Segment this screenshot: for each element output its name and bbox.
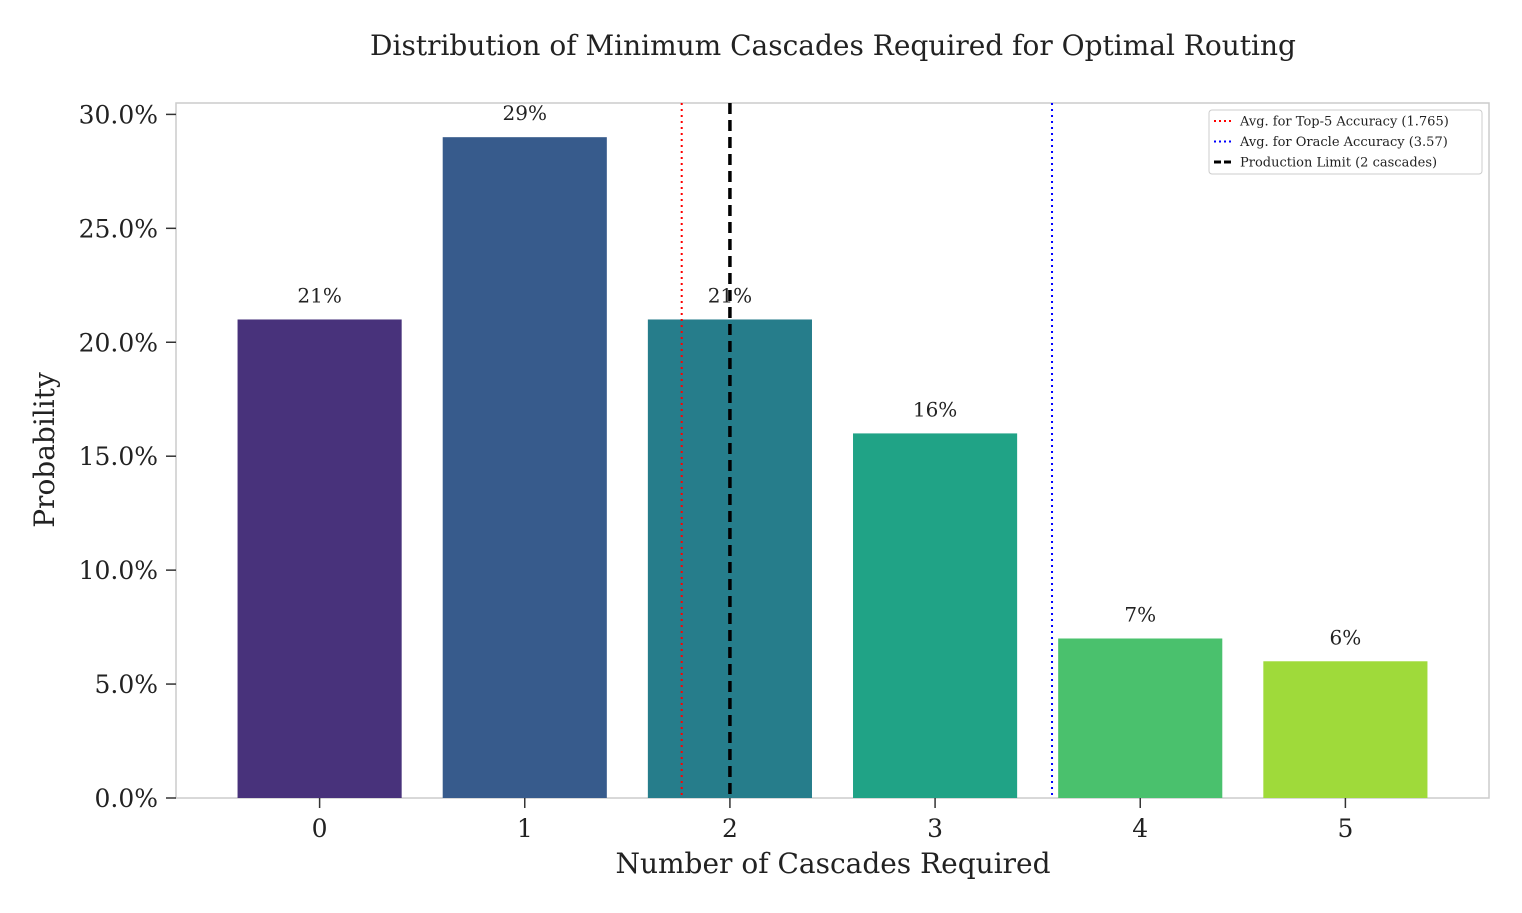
y-tick-label-1: 5.0% bbox=[94, 670, 158, 699]
y-tick-label-4: 20.0% bbox=[79, 328, 158, 357]
x-axis-label: Number of Cascades Required bbox=[615, 847, 1050, 880]
data-label-5: 6% bbox=[1330, 625, 1362, 649]
legend-label-2: Avg. for Oracle Accuracy (3.57) bbox=[1239, 135, 1448, 150]
data-labels-layer: 21%29%21%16%7%6% bbox=[297, 101, 1361, 649]
x-tick-label-5: 5 bbox=[1337, 814, 1353, 843]
bar-5 bbox=[1263, 661, 1428, 798]
bar-4 bbox=[1058, 638, 1223, 798]
y-axis: 0.0% 5.0% 10.0% 15.0% 20.0% 25.0% 30.0% bbox=[79, 100, 176, 813]
y-tick-label-2: 10.0% bbox=[79, 556, 158, 585]
legend-label-3: Production Limit (2 cascades) bbox=[1240, 156, 1437, 171]
bar-1 bbox=[442, 137, 607, 799]
y-tick-label-5: 25.0% bbox=[79, 214, 158, 243]
x-axis: 0 1 2 3 4 5 bbox=[312, 798, 1353, 843]
chart-title: Distribution of Minimum Cascades Require… bbox=[370, 29, 1296, 62]
data-label-3: 16% bbox=[913, 397, 957, 421]
x-tick-label-2: 2 bbox=[722, 814, 738, 843]
bar-2 bbox=[647, 319, 812, 798]
y-tick-label-6: 30.0% bbox=[79, 100, 158, 129]
x-tick-label-4: 4 bbox=[1132, 814, 1148, 843]
bar-3 bbox=[853, 433, 1018, 798]
plot-frame bbox=[175, 102, 1490, 799]
data-label-1: 29% bbox=[503, 101, 547, 125]
x-tick-label-3: 3 bbox=[927, 814, 943, 843]
x-tick-label-0: 0 bbox=[312, 814, 328, 843]
legend-box bbox=[1208, 109, 1483, 175]
data-label-0: 21% bbox=[297, 283, 341, 307]
y-axis-label: Probability bbox=[28, 372, 61, 528]
data-label-4: 7% bbox=[1124, 602, 1156, 626]
y-tick-label-3: 15.0% bbox=[79, 442, 158, 471]
reference-lines-layer bbox=[680, 103, 1054, 798]
x-tick-label-1: 1 bbox=[517, 814, 533, 843]
legend-label-1: Avg. for Top-5 Accuracy (1.765) bbox=[1239, 115, 1449, 130]
bar-0 bbox=[237, 319, 402, 798]
legend: Avg. for Top-5 Accuracy (1.765) Avg. for … bbox=[1208, 109, 1483, 175]
y-tick-label-0: 0.0% bbox=[94, 784, 158, 813]
bars-layer bbox=[237, 137, 1428, 799]
